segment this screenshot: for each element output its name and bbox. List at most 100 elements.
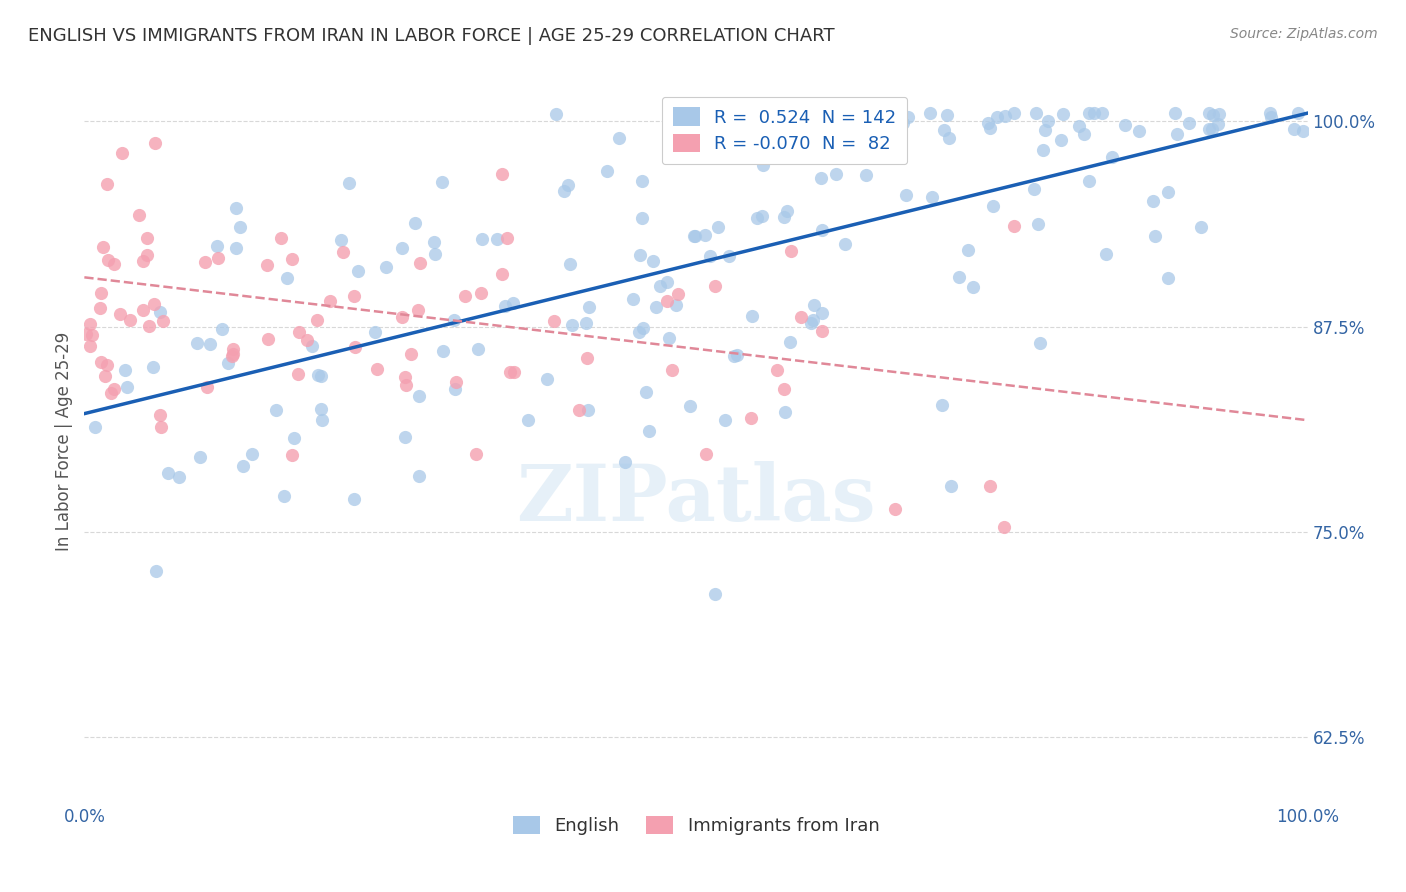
Point	[786, 108, 808, 122]
Point	[807, 116, 830, 130]
Point	[1052, 107, 1074, 121]
Point	[75, 326, 97, 341]
Point	[790, 310, 813, 324]
Point	[228, 219, 250, 234]
Point	[613, 455, 636, 469]
Point	[897, 110, 920, 124]
Point	[148, 305, 170, 319]
Point	[516, 413, 538, 427]
Point	[96, 177, 118, 191]
Point	[471, 232, 494, 246]
Point	[309, 401, 332, 416]
Point	[544, 106, 567, 120]
Point	[391, 241, 413, 255]
Point	[194, 255, 217, 269]
Point	[773, 382, 796, 396]
Point	[800, 316, 823, 330]
Point	[423, 247, 446, 261]
Point	[297, 333, 319, 347]
Point	[920, 106, 942, 120]
Point	[775, 204, 797, 219]
Point	[723, 349, 745, 363]
Point	[993, 519, 1015, 533]
Point	[143, 297, 166, 311]
Point	[225, 241, 247, 255]
Point	[118, 313, 141, 327]
Point	[256, 332, 278, 346]
Point	[395, 377, 418, 392]
Point	[1208, 107, 1230, 121]
Point	[810, 170, 832, 185]
Point	[896, 187, 918, 202]
Point	[981, 199, 1004, 213]
Point	[1002, 106, 1025, 120]
Point	[464, 447, 486, 461]
Point	[773, 405, 796, 419]
Point	[1157, 270, 1180, 285]
Text: ENGLISH VS IMMIGRANTS FROM IRAN IN LABOR FORCE | AGE 25-29 CORRELATION CHART: ENGLISH VS IMMIGRANTS FROM IRAN IN LABOR…	[28, 27, 835, 45]
Point	[575, 317, 598, 331]
Point	[332, 244, 354, 259]
Point	[568, 403, 591, 417]
Point	[977, 116, 1000, 130]
Point	[741, 309, 763, 323]
Point	[1128, 124, 1150, 138]
Point	[128, 208, 150, 222]
Point	[832, 126, 855, 140]
Point	[432, 344, 454, 359]
Point	[740, 411, 762, 425]
Point	[91, 240, 114, 254]
Point	[695, 447, 717, 461]
Point	[779, 334, 801, 349]
Point	[443, 313, 465, 327]
Point	[1050, 133, 1073, 147]
Point	[655, 275, 678, 289]
Text: Source: ZipAtlas.com: Source: ZipAtlas.com	[1230, 27, 1378, 41]
Point	[1202, 108, 1225, 122]
Point	[485, 232, 508, 246]
Point	[305, 312, 328, 326]
Point	[276, 270, 298, 285]
Point	[343, 340, 366, 354]
Point	[986, 110, 1008, 124]
Point	[699, 249, 721, 263]
Point	[766, 363, 789, 377]
Point	[1142, 194, 1164, 208]
Point	[188, 450, 211, 464]
Point	[186, 335, 208, 350]
Point	[311, 413, 333, 427]
Point	[221, 350, 243, 364]
Point	[444, 376, 467, 390]
Point	[682, 228, 704, 243]
Point	[207, 239, 229, 253]
Point	[703, 587, 725, 601]
Point	[931, 398, 953, 412]
Point	[406, 303, 429, 318]
Point	[217, 356, 239, 370]
Point	[1288, 106, 1310, 120]
Point	[319, 293, 342, 308]
Point	[495, 230, 517, 244]
Point	[499, 365, 522, 379]
Point	[503, 364, 526, 378]
Point	[138, 318, 160, 333]
Point	[725, 348, 748, 362]
Point	[803, 313, 825, 327]
Point	[718, 249, 741, 263]
Point	[773, 211, 796, 225]
Point	[430, 175, 453, 189]
Point	[557, 178, 579, 193]
Point	[1178, 116, 1201, 130]
Point	[135, 231, 157, 245]
Point	[704, 279, 727, 293]
Point	[745, 211, 768, 226]
Point	[578, 300, 600, 314]
Point	[779, 244, 801, 258]
Point	[399, 347, 422, 361]
Point	[470, 286, 492, 301]
Point	[198, 337, 221, 351]
Point	[1002, 219, 1025, 233]
Point	[1026, 217, 1049, 231]
Point	[979, 479, 1001, 493]
Point	[1189, 219, 1212, 234]
